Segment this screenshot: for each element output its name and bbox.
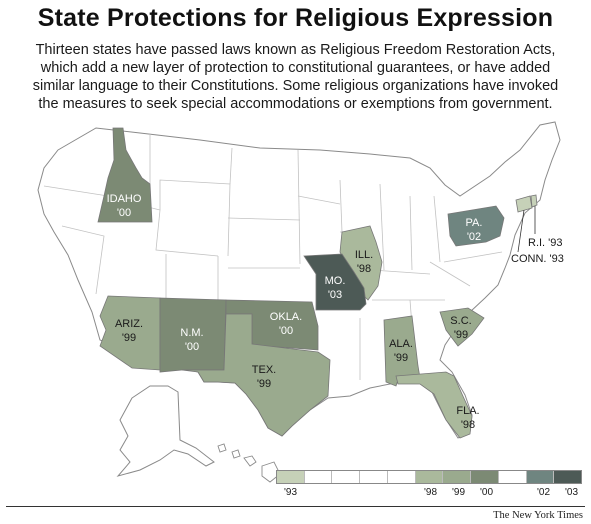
state-label-year: '98: [357, 263, 371, 275]
state-label-name: TEX.: [252, 364, 276, 376]
state-pennsylvania: [447, 205, 505, 247]
callout-lines: [517, 206, 536, 253]
legend: '93 '98 '99 '00 '02 '03: [276, 470, 582, 500]
legend-label: '98: [424, 487, 438, 498]
state-connecticut: [515, 195, 533, 213]
state-label-name: PA.: [466, 217, 483, 229]
state-florida: [395, 371, 473, 439]
legend-cell-93: [277, 471, 305, 483]
state-label-year: '99: [394, 352, 408, 364]
state-label-name: MO.: [325, 275, 346, 287]
legend-label: '03: [565, 487, 579, 498]
state-label-year: '02: [467, 231, 481, 243]
state-label-name: IDAHO: [107, 193, 142, 205]
state-label-year: '99: [257, 378, 271, 390]
state-label-name: ARIZ.: [115, 318, 143, 330]
legend-label: '00: [480, 487, 494, 498]
callout-connecticut: CONN. '93: [511, 253, 564, 265]
state-hawaii: [217, 443, 281, 483]
legend-cell-98: [415, 471, 444, 483]
state-texas: [181, 313, 331, 437]
callout-rhode-island: R.I. '93: [528, 237, 563, 249]
legend-cell: [499, 471, 527, 483]
state-label-year: '00: [279, 325, 293, 337]
legend-cell: [332, 471, 361, 483]
state-label-year: '98: [461, 419, 475, 431]
state-alaska: [116, 385, 215, 477]
state-label-name: OKLA.: [270, 311, 302, 323]
callout-labels: R.I. '93 CONN. '93: [511, 237, 564, 265]
legend-label: '02: [537, 487, 551, 498]
footer-rule: [6, 506, 585, 507]
state-label-year: '99: [454, 329, 468, 341]
legend-cell: [305, 471, 333, 483]
legend-cell-00: [471, 471, 499, 483]
state-rhode-island: [530, 194, 538, 208]
legend-label: '93: [284, 487, 298, 498]
state-south-carolina: [439, 307, 485, 347]
state-idaho: [97, 127, 153, 223]
state-labels: IDAHO '00 ILL. '98 PA. '02 MO. '03 ARIZ.…: [107, 193, 483, 431]
map-subtitle: Thirteen states have passed laws known a…: [32, 42, 559, 112]
state-label-name: S.C.: [450, 315, 471, 327]
state-label-year: '03: [328, 289, 342, 301]
map-title: State Protections for Religious Expressi…: [37, 4, 554, 32]
legend-labels: '93 '98 '99 '00 '02 '03: [276, 484, 582, 498]
state-label-name: N.M.: [180, 327, 203, 339]
state-label-year: '99: [122, 332, 136, 344]
state-label-name: ILL.: [355, 249, 373, 261]
state-label-year: '00: [185, 341, 199, 353]
state-missouri: [303, 253, 367, 311]
state-label-name: ALA.: [389, 338, 413, 350]
legend-scale: [276, 470, 582, 484]
legend-cell-03: [554, 471, 582, 483]
state-borders: [43, 134, 503, 380]
legend-cell: [360, 471, 388, 483]
legend-cell-99: [443, 471, 472, 483]
legend-cell-02: [526, 471, 555, 483]
credit: The New York Times: [493, 510, 583, 521]
legend-label: '99: [452, 487, 466, 498]
state-label-name: FLA.: [456, 405, 479, 417]
legend-cell: [388, 471, 416, 483]
state-label-year: '00: [117, 207, 131, 219]
